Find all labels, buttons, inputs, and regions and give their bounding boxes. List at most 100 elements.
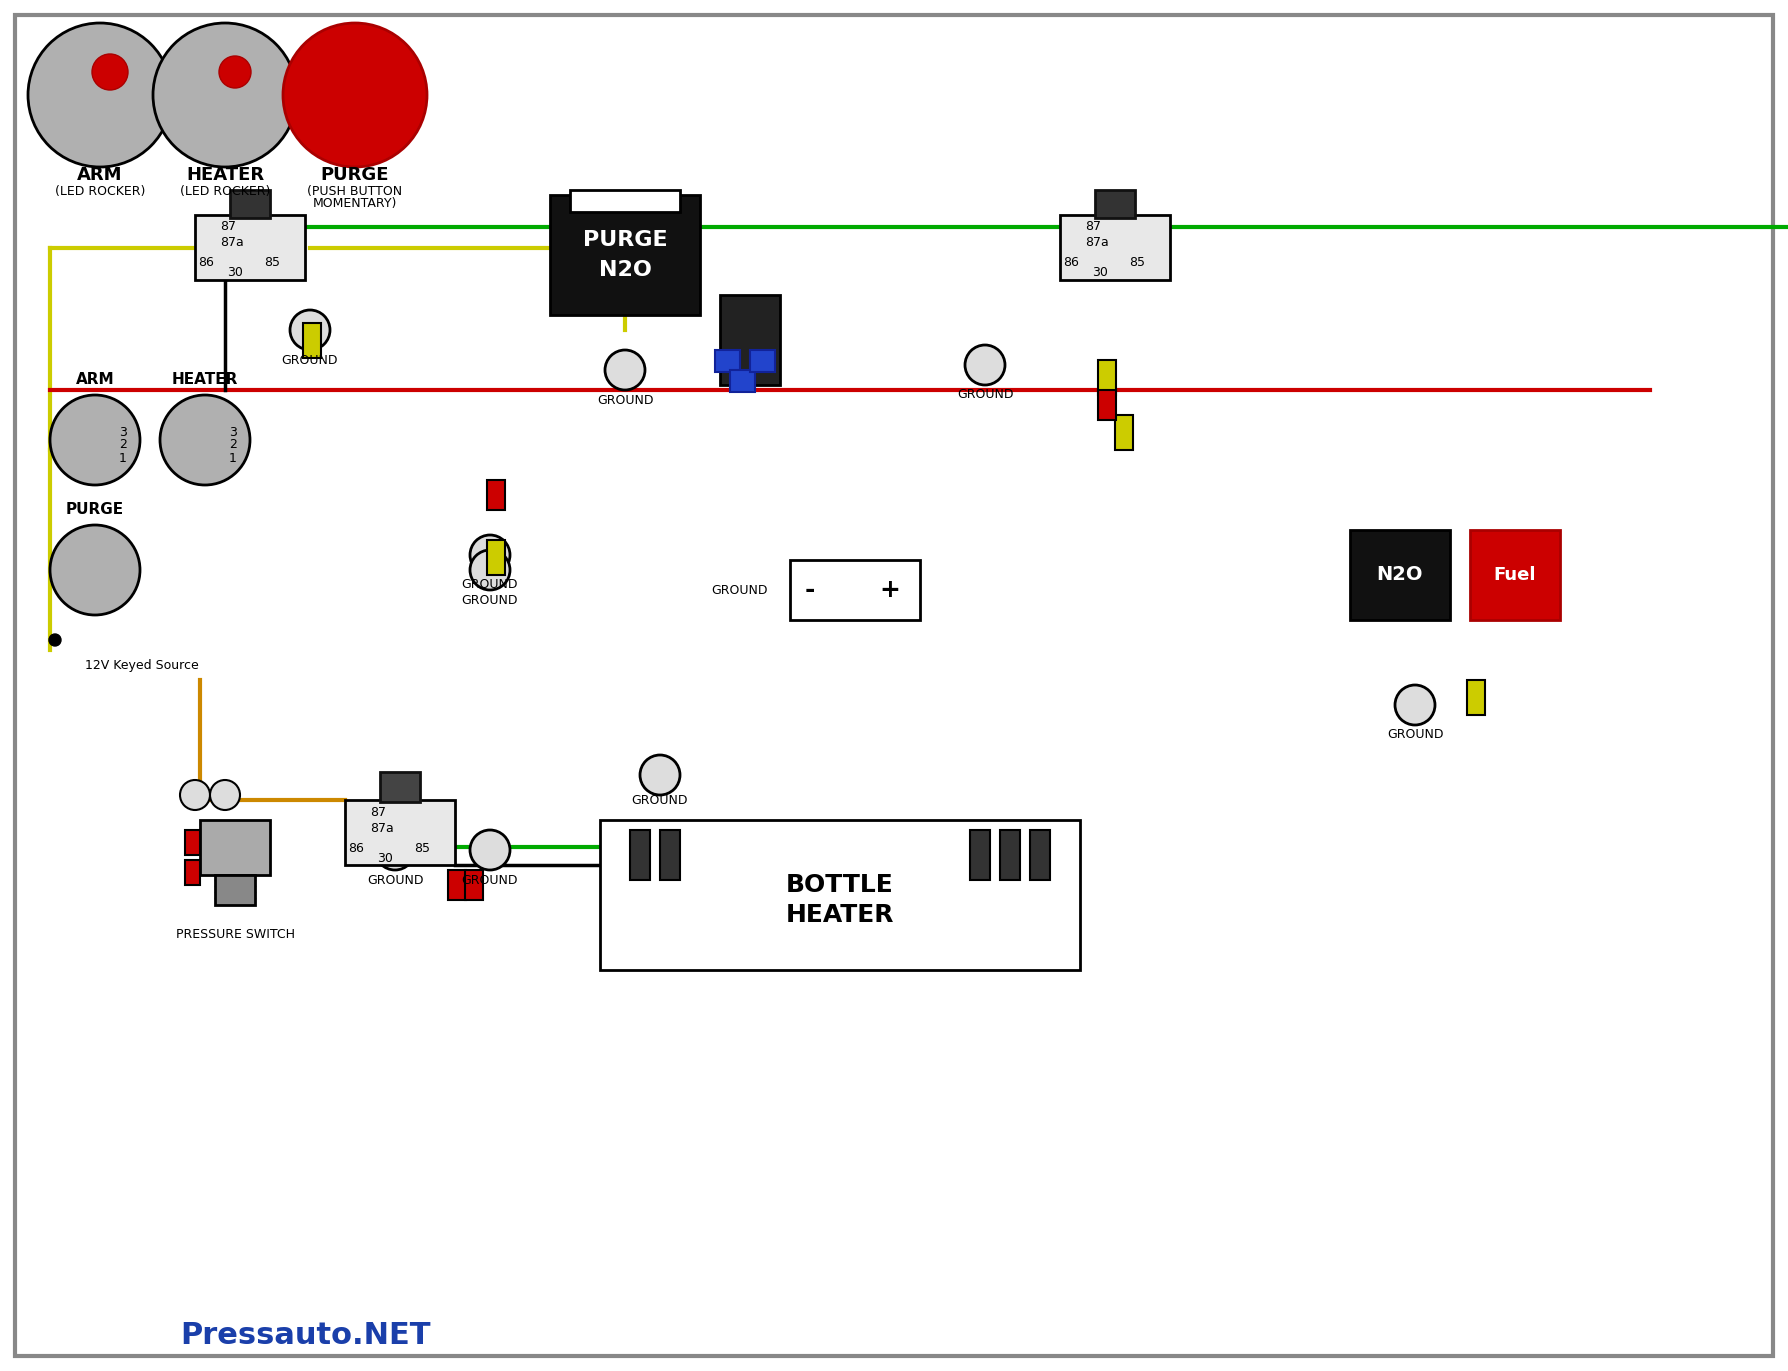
Bar	[1060, 215, 1169, 280]
Circle shape	[48, 633, 61, 646]
Circle shape	[290, 310, 331, 350]
Text: ARM: ARM	[75, 373, 114, 388]
Circle shape	[966, 345, 1005, 385]
Bar	[302, 324, 322, 358]
Text: GROUND: GROUND	[957, 388, 1014, 402]
Circle shape	[181, 780, 209, 810]
Text: 30: 30	[1092, 266, 1109, 280]
Bar	[215, 875, 256, 905]
Bar	[570, 191, 679, 213]
Text: GROUND: GROUND	[461, 873, 519, 887]
Text: 1: 1	[229, 451, 238, 465]
Text: N2O: N2O	[599, 260, 651, 280]
Circle shape	[218, 56, 250, 88]
Text: 85: 85	[415, 842, 429, 854]
Text: HEATER: HEATER	[172, 373, 238, 388]
Text: PURGE: PURGE	[320, 166, 390, 184]
Text: Pressauto.NET: Pressauto.NET	[181, 1320, 431, 1349]
Text: GROUND: GROUND	[712, 584, 769, 596]
Text: GROUND: GROUND	[283, 354, 338, 366]
Text: 2: 2	[229, 439, 238, 451]
Bar	[749, 350, 774, 372]
Text: 87: 87	[1085, 221, 1101, 233]
Text: 86: 86	[349, 842, 365, 854]
Bar	[551, 195, 699, 315]
Text: 87a: 87a	[220, 237, 243, 250]
Text: 87: 87	[220, 221, 236, 233]
Text: HEATER: HEATER	[785, 903, 894, 927]
Text: 85: 85	[1128, 256, 1144, 270]
Circle shape	[470, 829, 510, 871]
Text: PRESSURE SWITCH: PRESSURE SWITCH	[175, 928, 295, 942]
Text: BOTTLE: BOTTLE	[787, 873, 894, 897]
Text: 86: 86	[198, 256, 215, 270]
Text: PURGE: PURGE	[583, 230, 667, 250]
Bar	[1466, 680, 1486, 716]
Text: ARM: ARM	[77, 166, 123, 184]
Circle shape	[470, 535, 510, 574]
Bar	[345, 801, 454, 865]
Text: GROUND: GROUND	[461, 594, 519, 606]
Bar	[231, 191, 270, 218]
Bar	[660, 829, 679, 880]
Text: (LED ROCKER): (LED ROCKER)	[181, 185, 270, 197]
Circle shape	[209, 780, 240, 810]
Circle shape	[283, 23, 427, 167]
Text: 85: 85	[265, 256, 281, 270]
Bar	[730, 370, 755, 392]
Text: 30: 30	[377, 851, 393, 865]
Text: Fuel: Fuel	[1493, 566, 1536, 584]
Text: 87a: 87a	[1085, 237, 1109, 250]
Bar	[629, 829, 651, 880]
Text: PURGE: PURGE	[66, 503, 123, 517]
Text: GROUND: GROUND	[631, 794, 688, 806]
Bar	[184, 860, 200, 886]
Text: 1: 1	[120, 451, 127, 465]
Bar	[1094, 191, 1135, 218]
Bar	[601, 820, 1080, 971]
Bar	[1116, 415, 1134, 450]
Bar	[1030, 829, 1050, 880]
Text: GROUND: GROUND	[1387, 728, 1443, 742]
Bar	[200, 820, 270, 875]
Text: 87: 87	[370, 806, 386, 818]
Text: N2O: N2O	[1377, 565, 1423, 584]
Circle shape	[604, 350, 645, 389]
Bar	[486, 540, 504, 574]
Text: 3: 3	[120, 425, 127, 439]
Bar	[1098, 361, 1116, 395]
Bar	[381, 772, 420, 802]
Text: 87a: 87a	[370, 821, 393, 835]
Bar	[465, 871, 483, 899]
Circle shape	[154, 23, 297, 167]
Bar	[486, 480, 504, 510]
Text: +: +	[880, 579, 901, 602]
Bar	[184, 829, 200, 856]
Text: HEATER: HEATER	[186, 166, 265, 184]
Bar	[1350, 531, 1450, 620]
Text: GROUND: GROUND	[597, 393, 653, 406]
Text: 86: 86	[1064, 256, 1078, 270]
Circle shape	[159, 395, 250, 485]
Circle shape	[470, 550, 510, 590]
Text: 2: 2	[120, 439, 127, 451]
Text: (PUSH BUTTON: (PUSH BUTTON	[308, 185, 402, 197]
Text: (LED ROCKER): (LED ROCKER)	[55, 185, 145, 197]
Circle shape	[29, 23, 172, 167]
Text: MOMENTARY): MOMENTARY)	[313, 197, 397, 211]
Bar	[999, 829, 1019, 880]
Text: 30: 30	[227, 266, 243, 280]
Text: GROUND: GROUND	[461, 579, 519, 591]
Text: 12V Keyed Source: 12V Keyed Source	[86, 658, 198, 672]
Circle shape	[91, 53, 129, 90]
Bar	[715, 350, 740, 372]
Bar	[195, 215, 306, 280]
Circle shape	[50, 395, 139, 485]
Bar	[449, 871, 467, 899]
Bar	[971, 829, 991, 880]
Bar	[1470, 531, 1559, 620]
Text: 3: 3	[229, 425, 238, 439]
Circle shape	[50, 525, 139, 616]
Circle shape	[1395, 686, 1436, 725]
Text: -: -	[805, 579, 815, 602]
